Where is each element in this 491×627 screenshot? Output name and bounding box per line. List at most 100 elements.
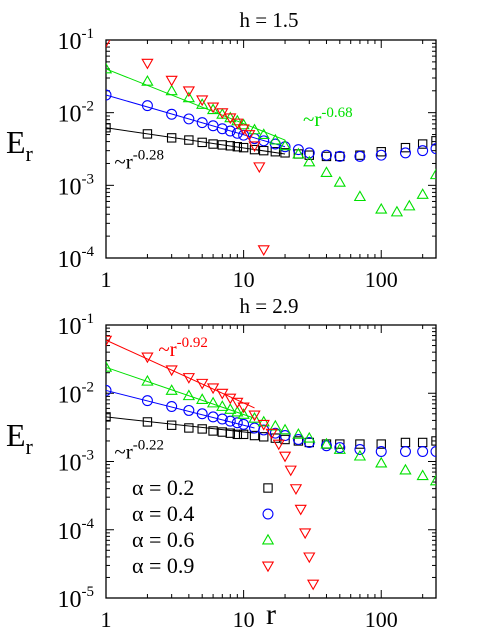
data-point — [216, 400, 229, 411]
data-point — [417, 145, 429, 157]
data-point — [257, 415, 270, 427]
data-point — [265, 428, 278, 440]
x-tick-label: 100 — [365, 267, 398, 292]
x-tick-label: 10 — [233, 267, 255, 292]
data-point — [206, 102, 220, 114]
data-point — [106, 123, 111, 133]
data-point — [292, 144, 304, 156]
data-point — [106, 360, 113, 372]
data-point — [224, 403, 237, 414]
tick-labels: 1 10 100 10-1 10-2 10-3 10-4 10-5 — [58, 311, 398, 627]
data-point — [284, 465, 297, 477]
data-point — [196, 378, 209, 390]
data-point — [429, 168, 436, 180]
legend-label: α = 0.6 — [132, 527, 194, 552]
y-tick-label: 10-2 — [58, 99, 95, 128]
data-point — [231, 405, 244, 417]
data-point — [231, 118, 244, 130]
data-point — [269, 419, 282, 431]
y-axis-label: Er — [6, 417, 34, 459]
data-point — [141, 395, 153, 407]
data-points — [106, 335, 436, 591]
data-point — [197, 424, 207, 434]
data-point — [400, 437, 411, 448]
data-point — [232, 429, 243, 440]
data-point — [231, 114, 244, 126]
data-point — [303, 431, 316, 443]
data-point — [243, 130, 256, 141]
data-point — [166, 133, 177, 143]
data-point — [231, 417, 243, 429]
data-point — [106, 40, 111, 48]
data-point — [257, 128, 270, 139]
fit-line — [105, 389, 255, 429]
plot-frame — [105, 39, 437, 259]
data-point — [303, 552, 316, 564]
data-point — [270, 147, 281, 157]
legend-entry: α = 0.2 — [132, 475, 273, 500]
data-point — [292, 428, 305, 439]
data-point — [183, 404, 195, 416]
data-point — [257, 245, 270, 257]
x-tick-label: 1 — [101, 607, 112, 627]
panel-h-1-5: h = 1.5 Er 1 10 100 10-1 10-2 10-3 10-4 ~r-0.6… — [6, 8, 437, 292]
series-alpha-0-9 — [106, 335, 320, 591]
data-point — [269, 133, 282, 145]
data-point — [430, 143, 436, 155]
data-point — [184, 423, 194, 433]
y-tick-label: 10-1 — [58, 311, 95, 340]
data-point — [400, 142, 411, 153]
data-point — [320, 149, 332, 161]
legend-label: α = 0.4 — [132, 501, 194, 526]
data-point — [375, 149, 387, 161]
data-point — [238, 418, 250, 430]
data-point — [334, 442, 346, 454]
data-point — [258, 424, 270, 436]
data-point — [303, 155, 316, 167]
data-point — [106, 412, 111, 422]
data-point — [403, 199, 416, 211]
data-point — [306, 579, 320, 591]
data-point — [166, 108, 178, 120]
data-point — [165, 365, 178, 377]
data-point — [196, 117, 208, 129]
data-point — [182, 389, 196, 401]
data-point — [141, 352, 154, 364]
data-point — [416, 188, 429, 199]
data-point — [216, 108, 229, 119]
annotations: ~r-0.68 ~r-0.28 — [114, 105, 352, 174]
data-point — [248, 123, 261, 135]
data-point — [353, 449, 367, 461]
data-point — [196, 98, 209, 109]
data-point — [206, 396, 220, 408]
fit-line — [105, 68, 286, 141]
data-point — [354, 443, 366, 455]
data-point — [278, 139, 292, 151]
power-law-annotation: ~r-0.22 — [114, 438, 164, 464]
y-tick-label: 10-2 — [58, 379, 95, 408]
data-point — [165, 75, 178, 87]
data-point — [225, 428, 235, 438]
legend-marker — [261, 533, 275, 545]
data-point — [354, 150, 366, 162]
data-point — [279, 430, 291, 442]
series-alpha-0-9 — [106, 40, 270, 257]
data-point — [292, 147, 305, 159]
data-point — [225, 141, 235, 151]
data-point — [106, 335, 113, 347]
data-point — [355, 439, 365, 449]
legend-entry: α = 0.4 — [132, 501, 274, 526]
data-point — [166, 420, 177, 430]
data-point — [417, 446, 429, 458]
data-point — [197, 137, 207, 148]
data-point — [224, 415, 236, 427]
data-point — [431, 136, 436, 146]
data-point — [375, 456, 388, 468]
data-point — [183, 113, 195, 125]
data-point — [320, 440, 332, 452]
data-point — [390, 205, 404, 217]
data-point — [237, 402, 250, 414]
data-point — [259, 432, 269, 442]
legend-entry: α = 0.6 — [132, 527, 275, 552]
